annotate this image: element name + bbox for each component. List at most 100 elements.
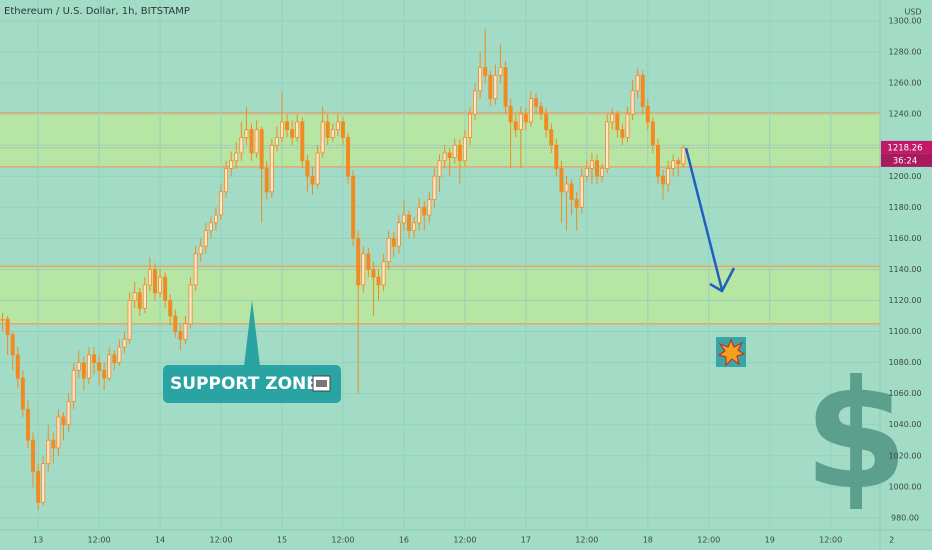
candle-body [315, 152, 320, 185]
candle-body [280, 121, 284, 138]
candle-body [513, 121, 518, 131]
annotation: SUPPORT ZONE [170, 374, 318, 394]
candle-body [305, 160, 310, 177]
candle-body [239, 137, 244, 154]
candle-body [676, 160, 681, 165]
candle-body [473, 90, 478, 115]
x-tick-label: 12:00 [819, 536, 842, 545]
candle-body [371, 269, 376, 278]
candle-body [559, 168, 564, 193]
candle-body [102, 369, 107, 379]
candle-body [457, 144, 462, 162]
candle-body [447, 152, 452, 159]
candle-body [0, 318, 5, 321]
candle-body [396, 222, 401, 247]
candle-body [681, 147, 686, 165]
candle-body [137, 292, 142, 309]
chart-title: Ethereum / U.S. Dollar, 1h, BITSTAMP [4, 6, 190, 17]
candle-body [595, 160, 599, 177]
candle-body [76, 362, 81, 371]
y-tick-label: 1060.00 [888, 389, 921, 398]
candle-body [330, 129, 335, 138]
x-tick-label: 12:00 [697, 536, 720, 545]
candle-body [508, 105, 513, 123]
candle-body [234, 152, 239, 162]
candle-body [488, 74, 493, 100]
y-tick-label: 980.00 [891, 513, 919, 522]
countdown: 36:24 [893, 156, 918, 166]
x-tick-label: 12:00 [575, 536, 598, 545]
candle-body [366, 253, 371, 270]
candle-body [549, 129, 554, 146]
candle-body [630, 90, 635, 115]
candle-body [51, 439, 56, 449]
candle-body [193, 253, 198, 286]
candle-body [31, 439, 36, 472]
y-tick-label: 1280.00 [888, 48, 921, 57]
candle-body [213, 214, 218, 224]
candle-body [615, 113, 620, 131]
candle-body [224, 168, 229, 193]
candle-body [391, 237, 396, 247]
candle-body [325, 121, 330, 138]
candle-body [290, 129, 295, 138]
candle-body [92, 354, 96, 363]
candle-body [381, 261, 386, 286]
candle-body [442, 152, 447, 162]
candle-body [295, 121, 300, 138]
candle-body [168, 300, 173, 317]
candle-body [528, 98, 533, 123]
x-tick-label: 12:00 [453, 536, 476, 545]
candle-body [498, 67, 503, 76]
candle-body [61, 416, 66, 426]
candle-body [36, 470, 41, 503]
y-tick-label: 1260.00 [888, 79, 921, 88]
candle-body [41, 463, 46, 503]
candle-body [610, 113, 615, 123]
candle-body [493, 74, 498, 100]
candle-body [310, 175, 315, 185]
candle-body [422, 206, 427, 216]
candle-body [386, 237, 391, 263]
candle-body [320, 121, 325, 154]
y-tick-label: 1300.00 [888, 16, 921, 25]
candle-body [523, 113, 528, 123]
candle-body [15, 354, 20, 379]
candle-body [483, 67, 488, 76]
candle-body [127, 300, 132, 340]
candle-body [412, 222, 417, 232]
candle-body [198, 245, 203, 255]
candle-body [66, 401, 71, 426]
zone [0, 112, 880, 167]
price-label: 1218.26 [887, 143, 922, 153]
candle-body [152, 269, 157, 294]
candle-body [244, 129, 249, 138]
y-tick-label: 1140.00 [888, 265, 921, 274]
candle-body [462, 137, 467, 162]
candle-body [71, 369, 76, 402]
candle-body [229, 160, 234, 169]
price-tag [881, 140, 932, 154]
candle-body [132, 292, 137, 301]
candle-body [600, 168, 605, 177]
y-tick-label: 1160.00 [888, 234, 921, 243]
candle-body [5, 318, 10, 336]
candle-body [142, 284, 147, 309]
candle-body [46, 439, 51, 464]
x-tick-label: 15 [277, 536, 287, 545]
candle-body [650, 121, 655, 146]
candle-body [183, 323, 188, 340]
candle-body [361, 253, 366, 286]
candle-body [10, 334, 15, 356]
candle-body [249, 129, 254, 154]
candle-body [579, 175, 584, 208]
countdown-tag [881, 153, 932, 167]
candle-body [158, 276, 163, 294]
candle-body [503, 67, 508, 107]
candle-body [605, 121, 610, 169]
candle-body [163, 276, 168, 301]
candle-body [635, 74, 640, 92]
candle-body [427, 199, 432, 216]
candle-body [97, 362, 102, 371]
